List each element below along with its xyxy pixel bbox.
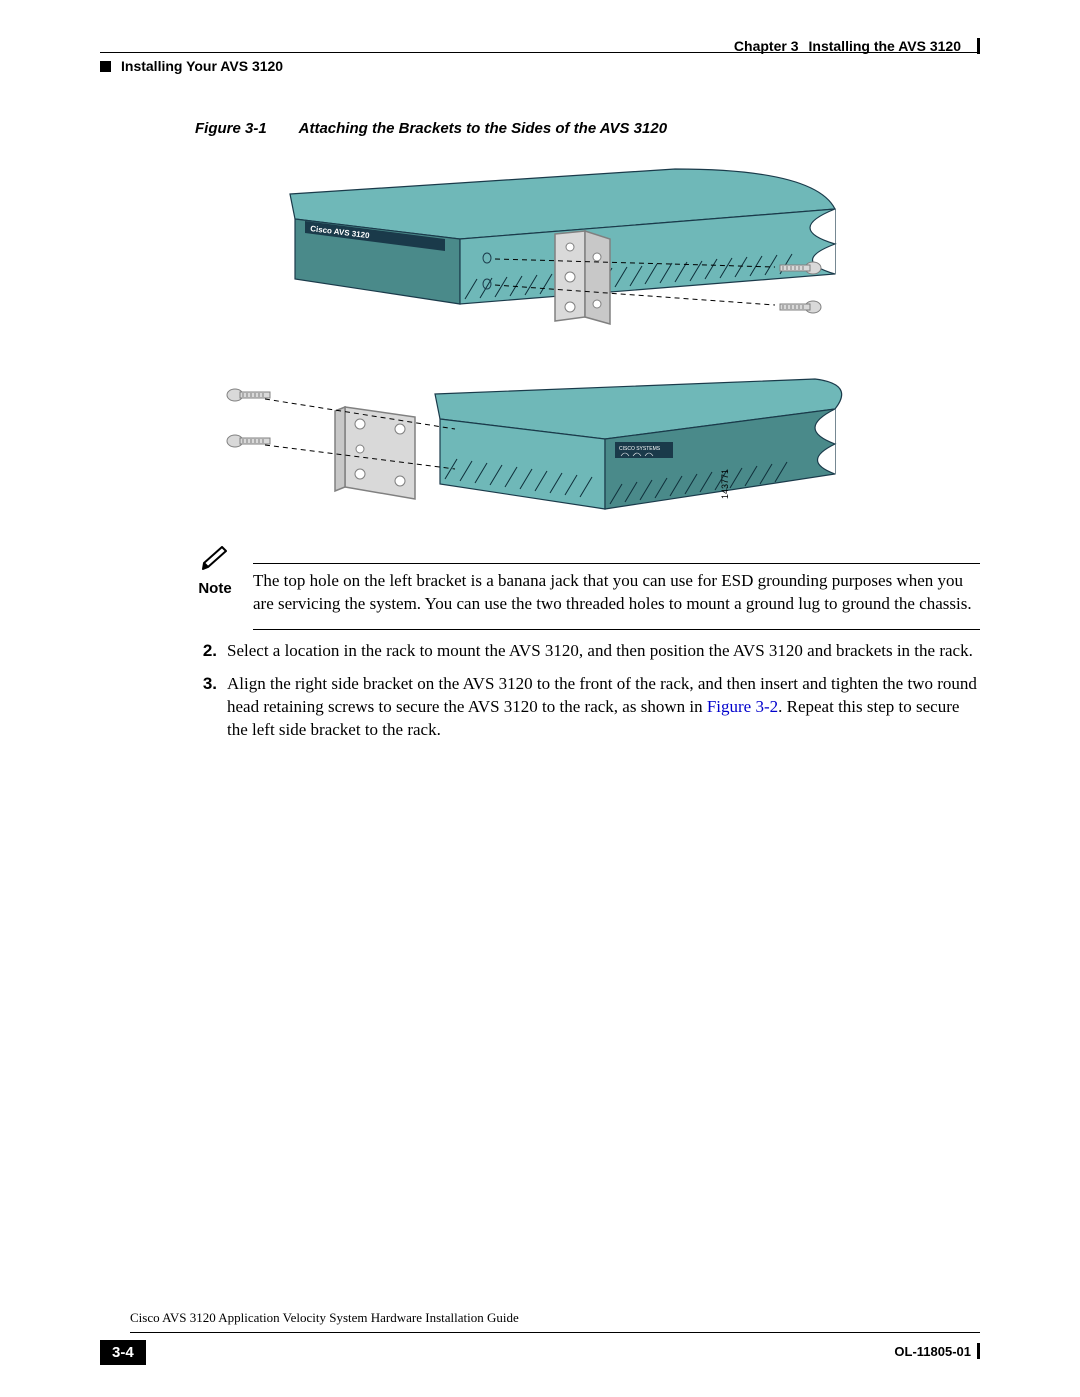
- page-content: Figure 3-1 Attaching the Brackets to the…: [195, 120, 980, 742]
- screw-top-2: [780, 301, 821, 313]
- header-chapter: Chapter 3 Installing the AVS 3120: [734, 38, 980, 54]
- page-footer: Cisco AVS 3120 Application Velocity Syst…: [100, 1332, 980, 1367]
- step-number: 3.: [195, 673, 217, 742]
- screw-bottom-2: [227, 435, 270, 447]
- step-number: 2.: [195, 640, 217, 663]
- note-rule-top: [253, 563, 980, 564]
- figure-reference-link[interactable]: Figure 3-2: [707, 697, 778, 716]
- footer-rule: [130, 1332, 980, 1333]
- step-3: 3. Align the right side bracket on the A…: [195, 673, 980, 742]
- figure-diagram: Cisco AVS 3120: [215, 149, 855, 539]
- page-header: Chapter 3 Installing the AVS 3120 Instal…: [100, 38, 980, 68]
- step-text: Select a location in the rack to mount t…: [227, 640, 973, 663]
- pencil-icon: [195, 546, 235, 577]
- header-tick-icon: [977, 38, 980, 54]
- header-square-icon: [100, 61, 111, 72]
- note-label: Note: [195, 579, 235, 599]
- step-text: Align the right side bracket on the AVS …: [227, 673, 980, 742]
- page-number: 3-4: [100, 1340, 146, 1365]
- figure-number: Figure 3-1: [195, 120, 295, 137]
- note-icon-column: Note: [195, 546, 235, 599]
- figure-title: Attaching the Brackets to the Sides of t…: [299, 120, 667, 137]
- step-2: 2. Select a location in the rack to moun…: [195, 640, 980, 663]
- bracket-diagram-svg: Cisco AVS 3120: [215, 149, 855, 539]
- chapter-title: Installing the AVS 3120: [809, 38, 962, 54]
- guide-title: Cisco AVS 3120 Application Velocity Syst…: [130, 1310, 519, 1326]
- section-title: Installing Your AVS 3120: [121, 58, 283, 74]
- bracket-right: [555, 231, 610, 324]
- logo-text: CISCO SYSTEMS: [619, 446, 661, 452]
- figure-caption: Figure 3-1 Attaching the Brackets to the…: [195, 120, 980, 137]
- document-id: OL-11805-01: [894, 1343, 980, 1359]
- note-text: The top hole on the left bracket is a ba…: [253, 570, 980, 623]
- artwork-id: 143771: [720, 469, 730, 499]
- note-rule-bottom: [253, 629, 980, 630]
- note-block: Note The top hole on the left bracket is…: [195, 563, 980, 630]
- footer-tick-icon: [977, 1343, 980, 1359]
- header-section: Installing Your AVS 3120: [100, 58, 283, 74]
- screw-bottom-1: [227, 389, 270, 401]
- chapter-number: Chapter 3: [734, 38, 799, 54]
- doc-id-text: OL-11805-01: [894, 1344, 971, 1359]
